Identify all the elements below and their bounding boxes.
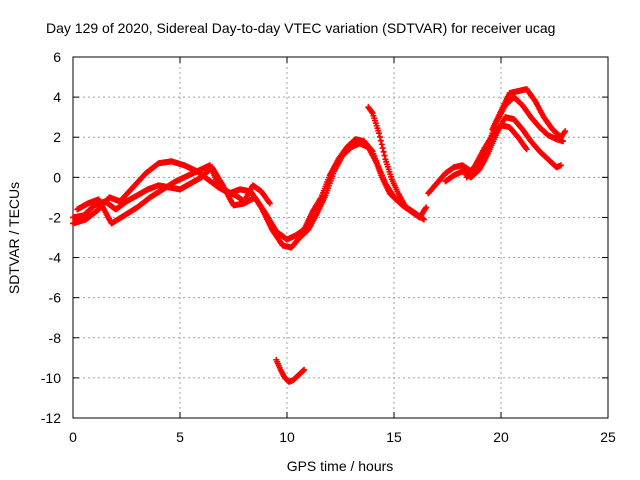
series-track-4 <box>365 104 408 209</box>
x-tick-label: 25 <box>600 429 616 445</box>
series-track-5 <box>273 356 308 385</box>
data-point <box>401 202 408 209</box>
data-point <box>266 200 273 207</box>
x-tick-labels: 0 5 10 15 20 25 <box>69 429 616 445</box>
series-track-9 <box>463 122 530 181</box>
data-point <box>381 152 388 159</box>
x-tick-label: 5 <box>176 429 184 445</box>
y-tick-label: -10 <box>41 370 61 386</box>
y-tick-label: 6 <box>53 49 61 65</box>
data-point <box>301 366 308 373</box>
data-point <box>378 141 385 148</box>
data-point <box>560 138 567 145</box>
data-point <box>562 128 569 135</box>
data-point <box>377 137 384 144</box>
x-axis-title: GPS time / hours <box>287 458 394 474</box>
series-track-7 <box>442 114 564 185</box>
y-tick-labels: -12 -10 -8 -6 -4 -2 0 2 4 6 <box>41 49 61 426</box>
series-track-8 <box>489 86 569 141</box>
data-point <box>368 147 375 154</box>
x-tick-label: 20 <box>493 429 509 445</box>
y-tick-label: -6 <box>49 290 62 306</box>
data-point <box>523 146 530 153</box>
series-track-3 <box>74 162 273 227</box>
y-tick-label: -2 <box>49 209 62 225</box>
chart-title: Day 129 of 2020, Sidereal Day-to-day VTE… <box>46 20 555 36</box>
y-tick-label: -12 <box>41 410 61 426</box>
data-point <box>380 148 387 155</box>
data-point <box>423 204 430 211</box>
data-points <box>70 86 569 385</box>
y-tick-label: -4 <box>49 250 62 266</box>
data-point <box>376 133 383 140</box>
data-point <box>376 130 383 137</box>
y-tick-label: 2 <box>53 129 61 145</box>
y-tick-label: 4 <box>53 89 61 105</box>
plot-frame <box>72 56 609 419</box>
y-axis-title: SDTVAR / TECUs <box>6 182 22 294</box>
y-tick-label: -8 <box>49 330 62 346</box>
data-point <box>379 145 386 152</box>
axis-ticks <box>72 56 609 419</box>
data-point <box>420 216 427 223</box>
data-point <box>557 162 564 169</box>
x-tick-label: 10 <box>279 429 295 445</box>
x-tick-label: 0 <box>69 429 77 445</box>
x-tick-label: 15 <box>386 429 402 445</box>
y-tick-label: 0 <box>53 169 61 185</box>
